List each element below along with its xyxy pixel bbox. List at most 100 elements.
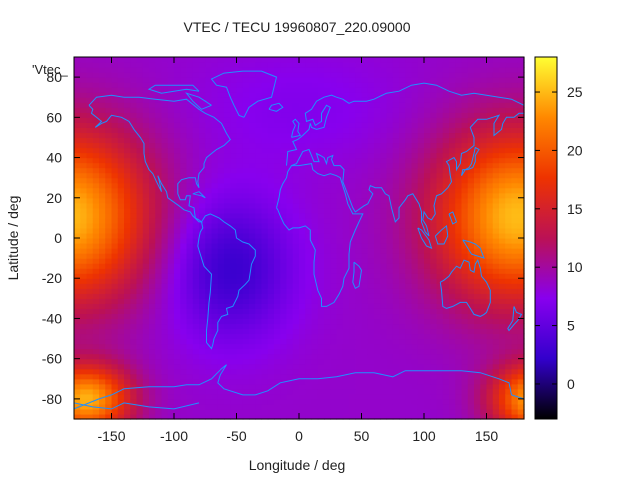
heat-cell [430,243,438,249]
heat-cell [405,313,413,320]
heat-cell [236,238,244,244]
heat-cell [480,383,488,390]
heat-cell [255,197,263,204]
heat-cell [124,142,131,149]
heat-cell [186,112,194,118]
heat-cell [417,353,425,360]
heat-cell [280,238,288,244]
heat-cell [205,398,213,405]
heat-cell [205,273,213,279]
heat-cell [330,263,338,269]
heat-cell [99,343,106,350]
heat-cell [242,57,250,63]
heat-cell [292,248,300,254]
heat-cell [255,202,263,209]
heat-cell [442,187,450,194]
heat-cell [436,253,444,259]
heat-cell [217,127,225,134]
heat-cell [111,378,119,385]
heat-cell [461,72,469,78]
heat-cell [249,67,256,73]
heat-cell [255,318,263,325]
heat-cell [436,373,444,380]
heat-cell [105,202,113,209]
heat-cell [474,373,481,380]
heat-cell [386,212,394,219]
heat-cell [355,232,363,239]
heat-cell [311,363,319,370]
heat-cell [411,197,419,204]
heat-cell [274,172,281,179]
heat-cell [305,142,313,149]
heat-cell [286,313,294,320]
heat-cell [361,152,369,159]
heat-cell [155,127,163,134]
heat-cell [486,62,494,68]
heat-cell [236,137,244,144]
heat-cell [74,313,81,320]
heat-cell [349,303,356,309]
heat-cell [249,408,256,415]
heat-cell [192,192,200,199]
heat-cell [430,273,438,279]
heat-cell [99,313,106,320]
heat-cell [249,268,256,274]
heat-cell [236,308,244,315]
heat-cell [349,268,356,274]
heat-cell [105,132,113,139]
heat-cell [499,202,506,209]
heat-cell [492,122,500,128]
heat-cell [349,57,356,63]
heat-cell [392,227,400,234]
heat-cell [399,348,406,355]
heat-cell [249,293,256,299]
heat-cell [180,323,188,330]
heat-cell [430,112,438,118]
heat-cell [267,182,275,189]
heat-cell [317,142,325,149]
heat-cell [349,182,356,189]
heat-cell [180,67,188,73]
heat-cell [336,248,344,254]
heat-cell [374,368,381,375]
heat-cell [74,77,81,83]
heat-cell [130,413,138,420]
heat-cell [317,328,325,335]
heat-cell [280,348,288,355]
heat-cell [111,308,119,315]
heat-cell [217,348,225,355]
heat-cell [317,127,325,134]
heat-cell [292,338,300,345]
heat-cell [192,182,200,189]
heat-cell [286,408,294,415]
heat-cell [399,278,406,284]
heat-cell [380,298,388,304]
heat-cell [99,328,106,335]
heat-cell [442,127,450,134]
heat-cell [386,353,394,360]
heat-cell [80,283,88,289]
heat-cell [180,207,188,214]
heat-cell [436,273,444,279]
heat-cell [230,67,238,73]
heat-cell [161,92,169,98]
heat-cell [192,67,200,73]
heat-cell [442,112,450,118]
heat-cell [74,293,81,299]
heat-cell [80,107,88,113]
heat-cell [136,177,144,184]
heat-cell [155,268,163,274]
heat-cell [111,112,119,118]
heat-cell [224,92,231,98]
heat-cell [330,283,338,289]
heat-cell [380,72,388,78]
heat-cell [349,92,356,98]
heat-cell [317,273,325,279]
heat-cell [467,413,475,420]
heat-cell [161,318,169,325]
heat-cell [292,258,300,264]
heat-cell [330,278,338,284]
heat-cell [386,177,394,184]
heat-cell [492,67,500,73]
heat-cell [217,338,225,345]
